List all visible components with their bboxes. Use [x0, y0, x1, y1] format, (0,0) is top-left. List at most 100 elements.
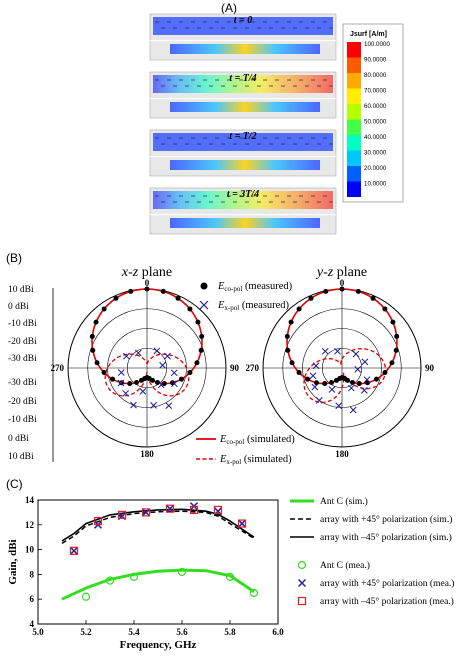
- colorbar-swatch: [347, 73, 361, 89]
- polar-plot-xz: 0 180 90 270: [51, 278, 240, 459]
- gain-point-circle: [105, 576, 115, 585]
- plane-title-yz: y-z plane: [315, 265, 367, 280]
- gain-series-line: [61, 568, 255, 601]
- copol-measured-point: [113, 295, 119, 301]
- angle-label-left: 270: [246, 363, 260, 373]
- x-tick-label: 5.0: [32, 627, 44, 637]
- snapshot-lower-strip: [170, 44, 320, 54]
- gain-legend: Ant C (sim.) array with +45° polarization…: [290, 496, 454, 607]
- snapshot-label: t = 0: [234, 15, 252, 26]
- dbi-scale-label: -30 dBi: [8, 378, 37, 388]
- xpol-measured-point: [170, 369, 178, 377]
- xpol-measured-point: [321, 347, 329, 355]
- copol-measured-point: [101, 306, 107, 312]
- y-tick-label: 6: [30, 594, 35, 604]
- colorbar-tick: 10.0000: [364, 181, 387, 188]
- copol-measured-point: [160, 288, 166, 294]
- colorbar: Jsurf [A/m] 100.0000 90.0000 80.0000 70.000…: [342, 23, 404, 203]
- xpol-measured-point: [311, 383, 319, 391]
- dbi-scale-label: 0 dBi: [8, 302, 29, 312]
- copol-measured-point: [161, 381, 167, 387]
- snapshot-0: t = 0: [149, 13, 337, 61]
- gain-legend-entry: Ant C (mea.): [320, 560, 370, 571]
- copol-measured-point: [350, 379, 356, 385]
- gain-series-3: [81, 567, 259, 601]
- plane-title-xz: x-z plane: [121, 265, 172, 280]
- xpol-measured-point: [123, 352, 130, 360]
- snapshot-lower-strip: [170, 218, 320, 228]
- colorbar-tick: 20.0000: [364, 165, 387, 172]
- colorbar-swatch: [347, 57, 361, 73]
- xpol-measured-point: [165, 402, 173, 409]
- copol-measured-point: [393, 347, 399, 353]
- dbi-scale-label: -10 dBi: [8, 319, 37, 329]
- gain-point-square: [213, 505, 223, 515]
- xpol-simulated-curve: [303, 348, 387, 404]
- colorbar-tick: 90.0000: [364, 57, 387, 64]
- copol-measured-point: [308, 295, 314, 301]
- gain-point-square: [297, 596, 307, 606]
- x-tick-label: 5.2: [80, 627, 92, 637]
- x-tick-label: 5.8: [224, 627, 236, 637]
- copol-measured-point: [127, 381, 133, 387]
- gain-point-circle: [81, 592, 91, 601]
- copol-measured-point: [90, 347, 96, 353]
- xpol-simulated-curve: [104, 353, 190, 397]
- copol-measured-point: [175, 295, 181, 301]
- xpol-measured-point: [164, 352, 171, 360]
- xpol-measured-point: [354, 366, 362, 373]
- gain-series-0: [61, 568, 255, 601]
- legend-entry-1: Ex-pol (simulated): [219, 454, 292, 466]
- dbi-scale: 10 dBi 0 dBi -10 dBi -20 dBi -30 dBi -30 dBi -…: [8, 285, 54, 462]
- gain-chart: 5.0 5.2 5.4 5.6 5.8 6.0 4 6 8 10 12 14 Frequency, GH…: [7, 495, 284, 651]
- xpol-measured-point: [117, 369, 125, 376]
- copol-measured-point: [94, 360, 100, 366]
- copol-measured-point: [333, 377, 339, 383]
- copol-measured-point: [296, 370, 302, 376]
- copol-measured-point: [187, 370, 193, 376]
- xpol-measured-point: [117, 379, 125, 387]
- colorbar-swatch: [347, 42, 361, 58]
- copol-measured-point: [195, 319, 201, 325]
- gain-point-square: [117, 510, 127, 519]
- copol-measured-point: [288, 319, 294, 325]
- dbi-scale-label: 10 dBi: [8, 285, 34, 295]
- copol-measured-point: [322, 381, 328, 387]
- copol-measured-point: [305, 376, 311, 382]
- copol-measured-point: [89, 333, 95, 339]
- copol-measured-point: [370, 295, 376, 301]
- angle-label-top: 0: [340, 278, 345, 288]
- colorbar-swatch: [347, 150, 361, 166]
- snapshot-lower-strip: [170, 102, 320, 112]
- snapshot-label: t = 3T/4: [227, 189, 259, 200]
- xpol-measured-point: [335, 402, 343, 410]
- xpol-measured-point: [139, 387, 147, 395]
- copol-measured-point: [389, 360, 395, 366]
- snapshot-gap: [150, 156, 336, 158]
- copol-measured-point: [390, 319, 396, 325]
- xpol-measured-point: [157, 381, 165, 389]
- xpol-measured-point: [122, 390, 130, 397]
- xpol-measured-point: [309, 372, 317, 380]
- xpol-measured-point: [328, 386, 336, 393]
- copol-measured-point: [314, 380, 320, 386]
- gain-point-x: [141, 508, 151, 517]
- gain-point-circle: [177, 567, 187, 577]
- angle-label-right: 90: [425, 363, 435, 373]
- colorbar-tick: 100.0000: [364, 41, 390, 48]
- y-tick-label: 10: [25, 545, 35, 555]
- xpol-measured-point: [334, 347, 341, 355]
- xpol-measured-point: [360, 386, 368, 394]
- copol-measured-point: [144, 286, 150, 292]
- legend-entry-1: Ex-pol (measured): [217, 300, 290, 312]
- gain-point-x: [165, 504, 175, 513]
- copol-measured-point: [382, 370, 388, 376]
- dbi-scale-label: -20 dBi: [8, 397, 37, 407]
- copol-measured-point: [289, 360, 295, 366]
- colorbar-swatch: [347, 135, 361, 151]
- gain-legend-entry: array with +45° polarization (sim.): [320, 514, 452, 525]
- copol-measured-point: [339, 286, 345, 292]
- polar-plot-yz: 0 180 90 270: [246, 278, 435, 459]
- copol-measured-point: [110, 376, 116, 382]
